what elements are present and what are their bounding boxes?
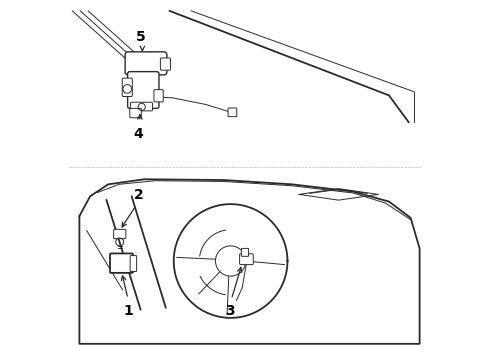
FancyBboxPatch shape	[114, 229, 126, 239]
FancyBboxPatch shape	[240, 254, 253, 265]
FancyBboxPatch shape	[242, 248, 248, 256]
FancyBboxPatch shape	[130, 102, 152, 111]
Text: 4: 4	[133, 127, 143, 141]
FancyBboxPatch shape	[228, 108, 237, 117]
Text: 1: 1	[123, 304, 133, 318]
FancyBboxPatch shape	[127, 72, 159, 108]
Text: 3: 3	[225, 304, 235, 318]
FancyBboxPatch shape	[110, 253, 133, 273]
FancyBboxPatch shape	[154, 90, 163, 102]
FancyBboxPatch shape	[122, 78, 132, 96]
FancyBboxPatch shape	[160, 58, 171, 70]
Text: 2: 2	[134, 188, 143, 202]
FancyBboxPatch shape	[130, 256, 137, 271]
Text: 5: 5	[136, 30, 146, 44]
FancyBboxPatch shape	[125, 52, 167, 75]
FancyBboxPatch shape	[130, 108, 141, 118]
